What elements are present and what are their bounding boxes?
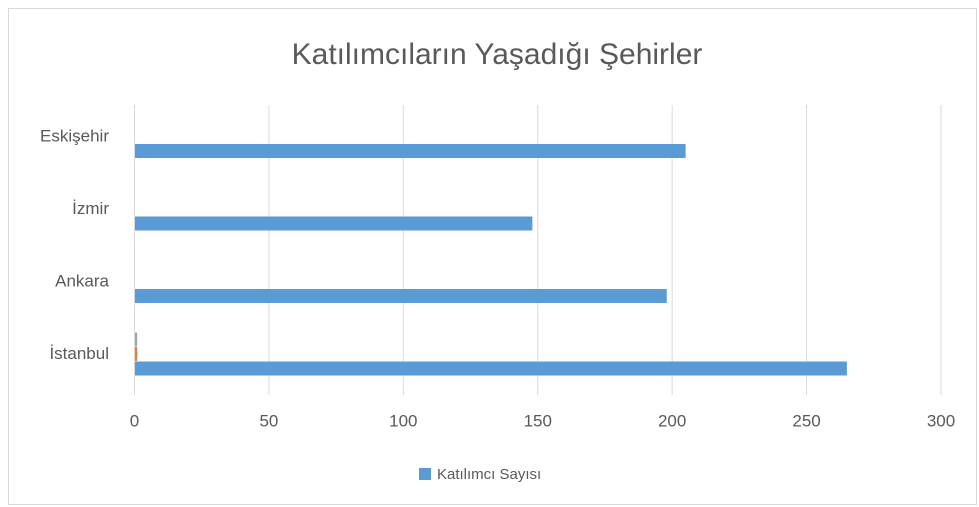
bar	[134, 332, 138, 347]
x-tick-label: 100	[389, 411, 417, 430]
bar	[134, 361, 847, 376]
y-tick-label: Ankara	[55, 272, 109, 291]
bar	[134, 144, 686, 158]
x-tick-label: 0	[130, 411, 139, 430]
legend-label: Katılımcı Sayısı	[437, 466, 541, 483]
y-tick-label: İstanbul	[49, 344, 109, 363]
x-tick-label: 150	[524, 411, 552, 430]
x-tick-label: 50	[259, 411, 278, 430]
legend-swatch	[419, 468, 431, 480]
bar	[134, 347, 138, 361]
y-tick-label: İzmir	[72, 199, 109, 218]
y-tick-label: Eskişehir	[40, 127, 109, 146]
bar	[134, 216, 533, 231]
x-tick-label: 200	[658, 411, 686, 430]
chart-border	[8, 8, 977, 505]
x-tick-label: 250	[792, 411, 820, 430]
chart-title: Katılımcıların Yaşadığı Şehirler	[292, 38, 703, 71]
x-tick-label: 300	[927, 411, 955, 430]
bar	[134, 289, 667, 303]
